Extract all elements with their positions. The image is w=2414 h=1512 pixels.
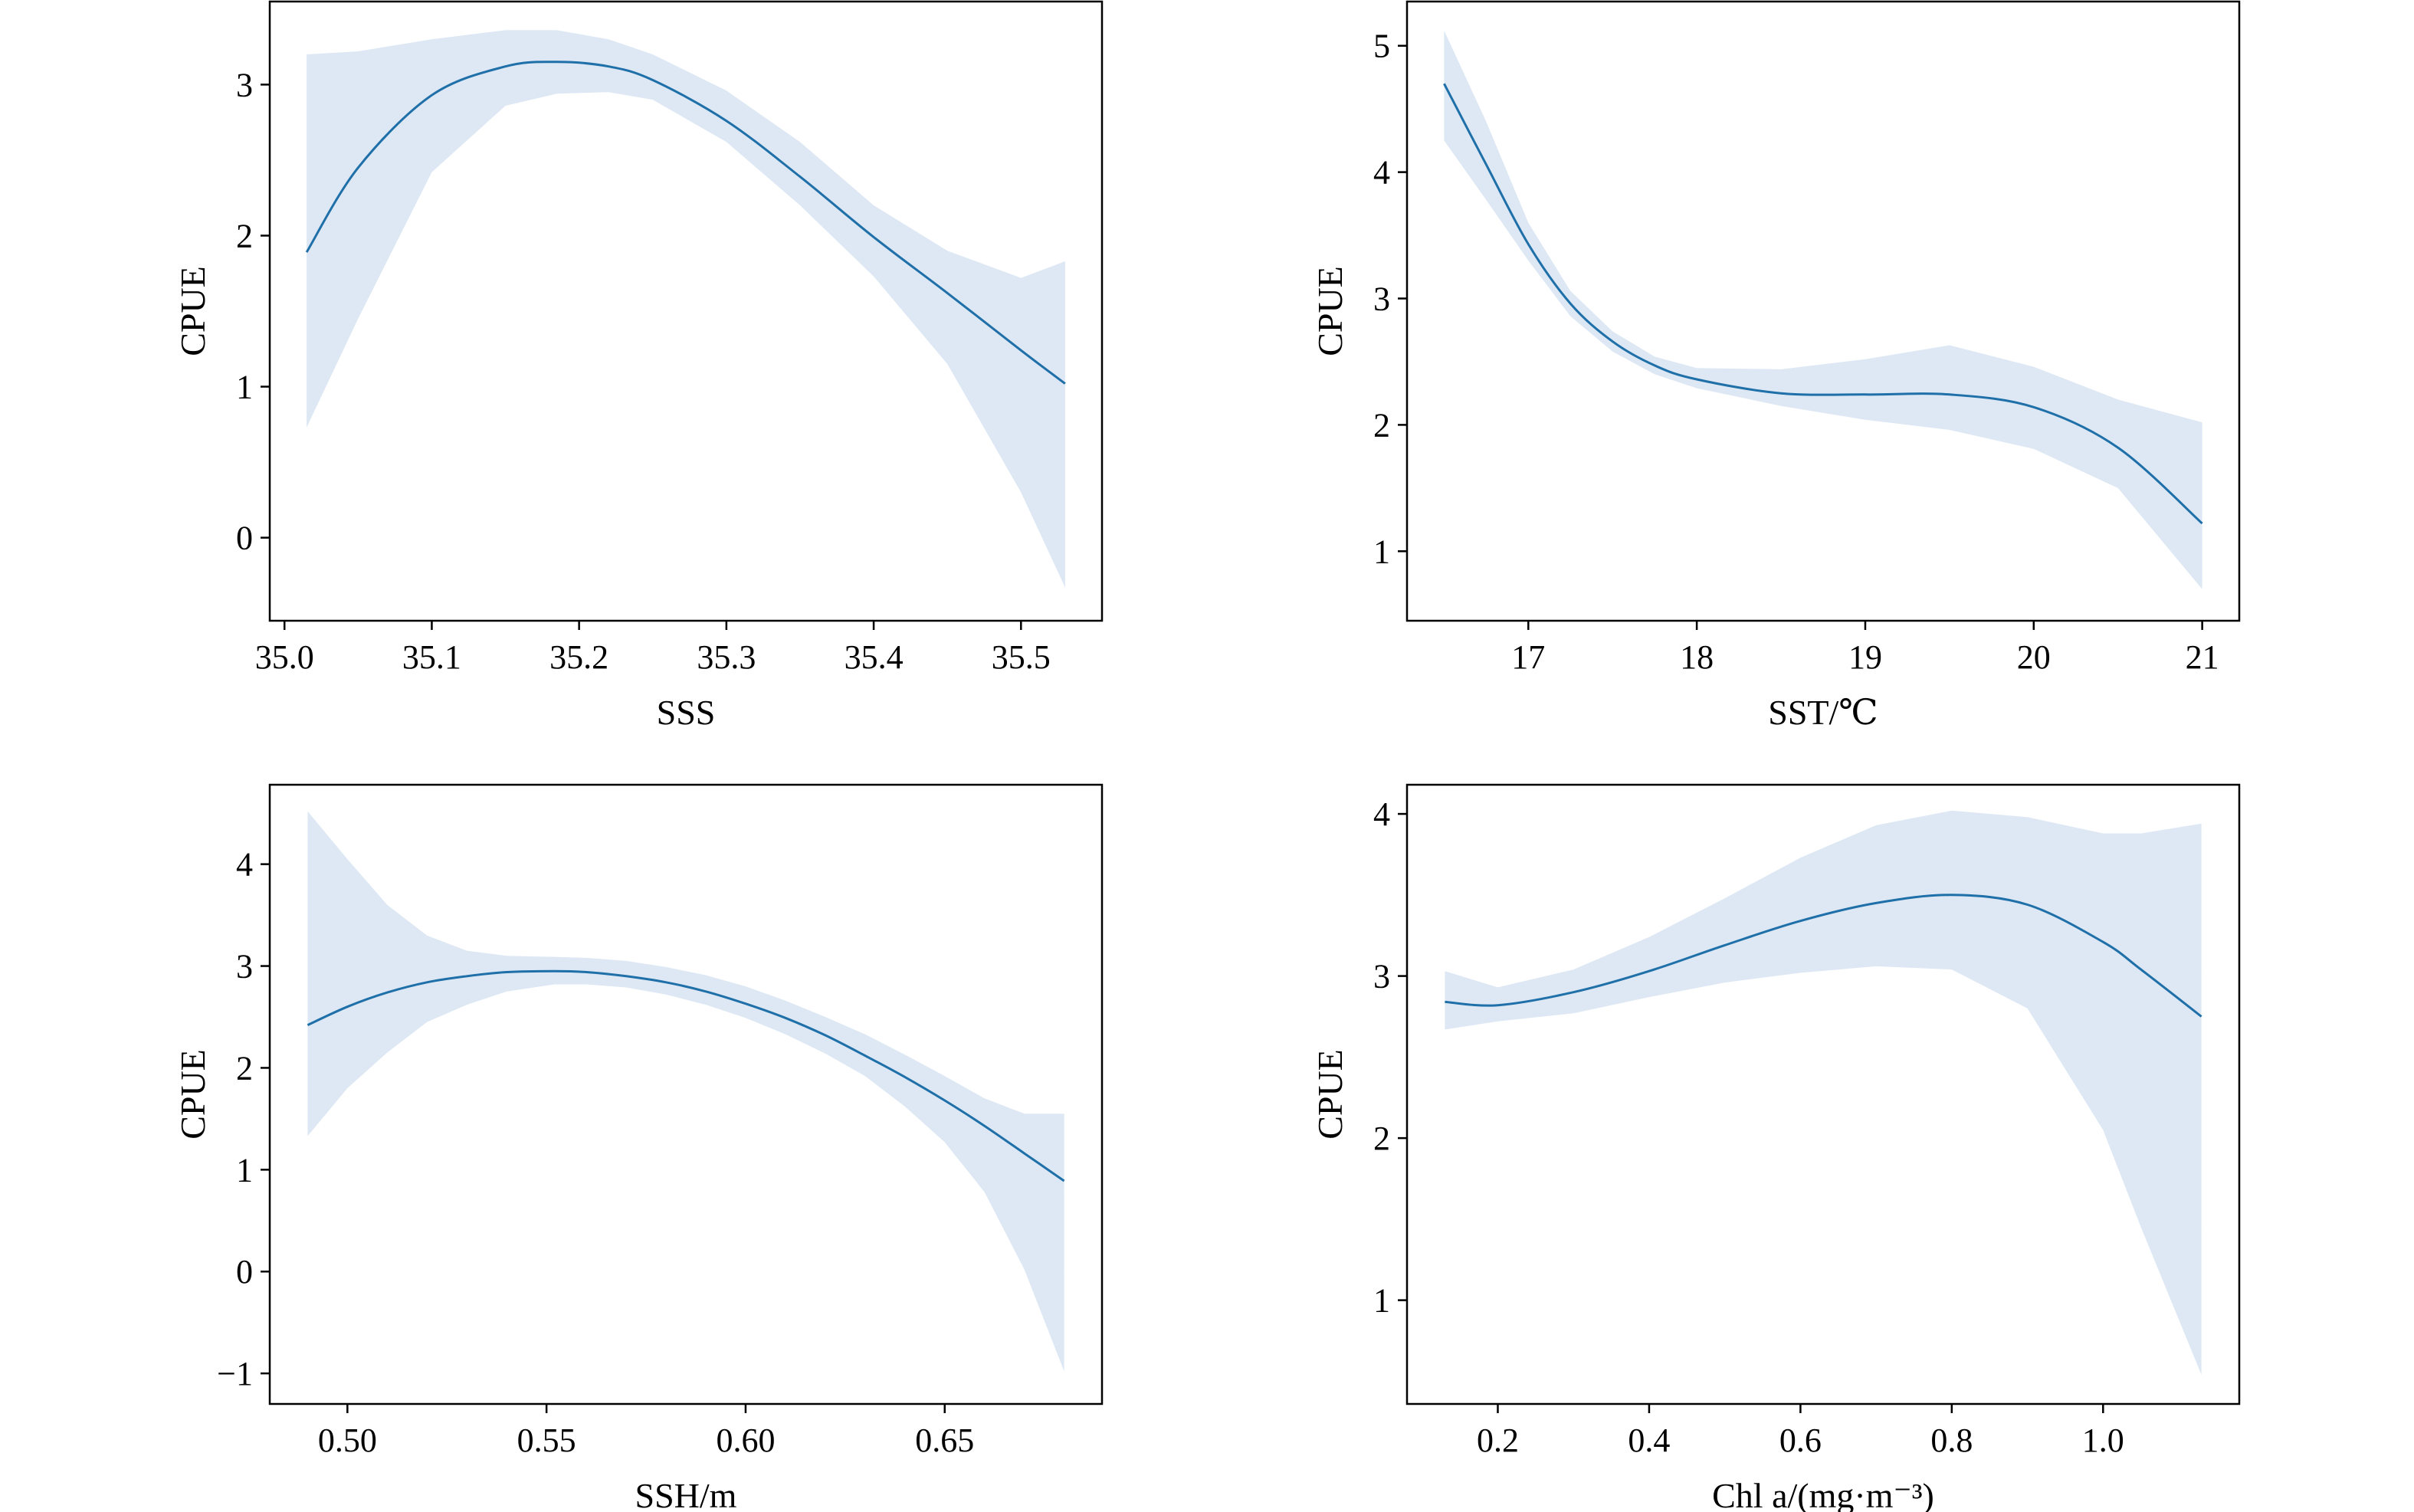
confidence-band [307, 811, 1064, 1372]
x-tick-label: 0.6 [1779, 1422, 1822, 1459]
y-tick-label: 1 [236, 1151, 253, 1189]
x-axis-label: SST/℃ [1768, 693, 1878, 732]
x-tick-label: 1.0 [2082, 1422, 2124, 1459]
x-tick-label: 18 [1680, 638, 1714, 676]
y-tick-label: 2 [1373, 406, 1390, 444]
confidence-band [307, 30, 1065, 588]
x-tick-label: 21 [2186, 638, 2219, 676]
x-tick-label: 35.2 [549, 638, 608, 676]
x-tick-label: 0.50 [318, 1422, 377, 1459]
x-axis-label: SSS [657, 693, 716, 732]
series-line [307, 969, 1065, 1182]
y-tick-label: 1 [1373, 533, 1390, 570]
x-tick-label: 35.0 [255, 638, 314, 676]
confidence-band [1444, 30, 2202, 589]
y-axis-label: CPUE [173, 266, 212, 356]
y-tick-label: 3 [1373, 280, 1390, 318]
y-tick-label: 1 [236, 369, 253, 406]
y-tick-label: 2 [236, 217, 253, 254]
series-line [1443, 83, 2203, 525]
confidence-band [1445, 810, 2202, 1375]
y-tick-label: 5 [1373, 28, 1390, 65]
y-axis-label: CPUE [1310, 1049, 1350, 1140]
x-axis-label: SSH/m [635, 1476, 737, 1512]
chart-panel-chl: 0.2 0.4 0.6 0.8 1.0 1 2 3 4 Chl a/(mg·m⁻³) CPUE [1310, 783, 2241, 1512]
chart-panel-sss: 35.0 35.1 35.2 35.3 35.4 35.5 0 1 2 3 SSS CPUE [173, 0, 1104, 732]
y-tick-label: 3 [236, 66, 253, 103]
x-tick-label: 35.3 [697, 638, 756, 676]
y-axis-label: CPUE [173, 1049, 212, 1140]
x-tick-label: 35.5 [992, 638, 1051, 676]
x-tick-label: 35.1 [402, 638, 461, 676]
y-tick-label: 4 [1373, 154, 1390, 192]
series-line [1445, 894, 2202, 1018]
x-tick-label: 0.60 [716, 1422, 775, 1459]
y-axis-label: CPUE [1310, 266, 1350, 356]
plot-frame [268, 0, 1104, 622]
x-tick-label: 0.55 [517, 1422, 576, 1459]
x-tick-label: 0.2 [1477, 1422, 1519, 1459]
x-tick-label: 0.8 [1930, 1422, 1973, 1459]
y-tick-label: 3 [1373, 958, 1390, 995]
x-tick-label: 17 [1511, 638, 1545, 676]
y-tick-label: 3 [236, 948, 253, 986]
y-tick-label: 1 [1373, 1282, 1390, 1320]
y-tick-label: −1 [217, 1355, 253, 1392]
x-tick-label: 0.4 [1628, 1422, 1670, 1459]
y-tick-label: 4 [236, 846, 253, 884]
plot-frame [1405, 783, 2241, 1405]
y-tick-label: 2 [236, 1049, 253, 1087]
plot-frame [1405, 0, 2241, 622]
y-tick-label: 0 [236, 520, 253, 557]
x-tick-label: 0.65 [915, 1422, 974, 1459]
y-tick-label: 0 [236, 1253, 253, 1291]
x-tick-label: 35.4 [845, 638, 904, 676]
chart-panel-ssh: 0.50 0.55 0.60 0.65 −1 0 1 2 3 4 SSH/m CPUE [173, 783, 1104, 1512]
x-tick-label: 20 [2017, 638, 2051, 676]
y-tick-label: 4 [1373, 795, 1390, 833]
plot-frame [268, 783, 1104, 1405]
y-tick-label: 2 [1373, 1120, 1390, 1157]
series-line [305, 61, 1066, 385]
x-axis-label: Chl a/(mg·m⁻³) [1712, 1476, 1934, 1512]
x-tick-label: 19 [1848, 638, 1882, 676]
